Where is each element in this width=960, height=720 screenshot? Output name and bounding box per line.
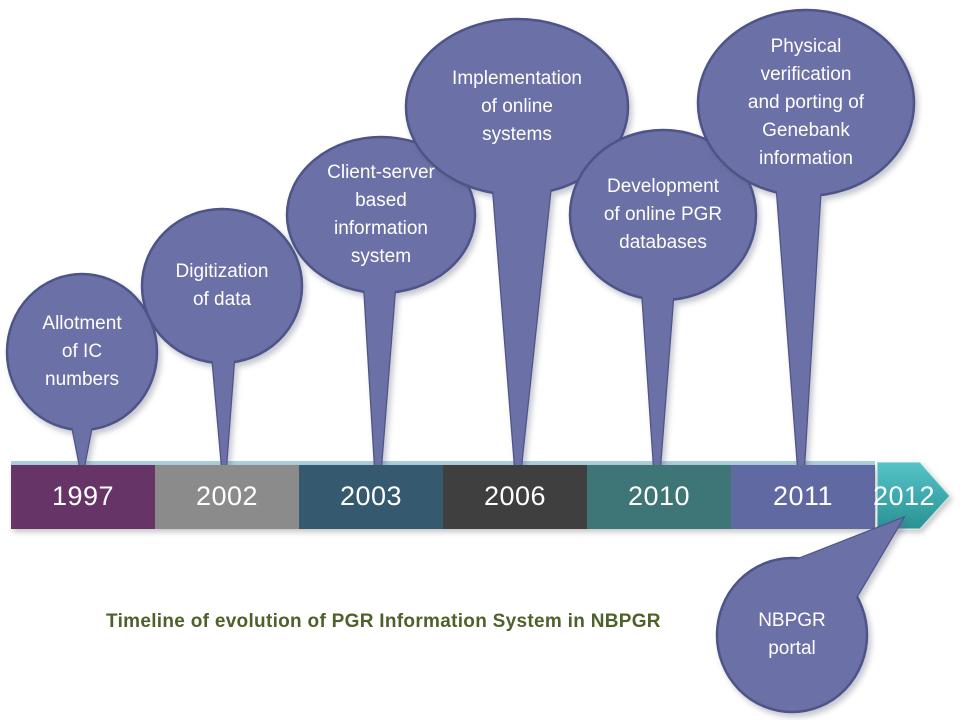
balloon-tail-join	[492, 175, 552, 466]
balloon-genebank-porting	[696, 8, 916, 468]
balloon-nbpgr-portal	[715, 515, 906, 714]
timeline-top-edge	[11, 461, 875, 465]
balloon-online-pgr-databases	[568, 128, 758, 468]
balloon-digitization-of-data	[140, 207, 304, 468]
caption-title: Timeline of evolution of PGR Information…	[106, 611, 661, 632]
timeline-bar	[11, 465, 875, 529]
balloon-tail-join	[640, 260, 676, 466]
segment-2003	[299, 465, 443, 529]
balloon-client-server-system	[285, 135, 477, 468]
balloon-tail-join	[775, 165, 822, 466]
segment-2002	[155, 465, 299, 529]
balloon-allotment-ic-numbers	[5, 272, 159, 468]
segment-2011	[731, 465, 875, 529]
balloon-tail-join	[64, 385, 100, 466]
balloon-tail-join	[778, 518, 903, 613]
arrow-shape	[876, 461, 952, 530]
balloon-tail-join	[209, 320, 237, 466]
balloon-tail-join	[362, 250, 398, 466]
segment-1997	[11, 465, 155, 529]
timeline-arrow-2012	[876, 461, 952, 530]
segment-2006	[443, 465, 587, 529]
balloon-online-systems	[404, 17, 630, 468]
segment-2010	[587, 465, 731, 529]
